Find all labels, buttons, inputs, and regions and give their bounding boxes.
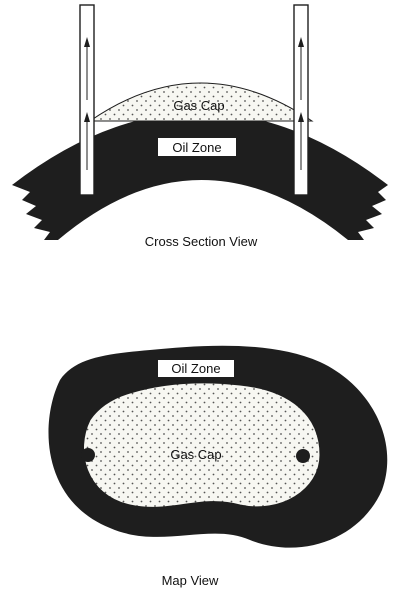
map-left-well (81, 448, 95, 462)
cross-section-view: Oil Zone Gas Cap Cross Section View (12, 4, 388, 249)
oil-zone-label-box (158, 138, 236, 156)
map-oil-zone-label: Oil Zone (171, 361, 220, 376)
cross-section-oil-zone-label: Oil Zone (172, 140, 221, 155)
map-view: Oil Zone Gas Cap Map View (48, 345, 388, 588)
right-well (293, 4, 309, 196)
map-right-well (296, 449, 310, 463)
map-gas-cap (83, 382, 321, 508)
up-arrow-icon (84, 112, 90, 122)
up-arrow-icon (84, 37, 90, 47)
left-well (79, 4, 95, 196)
map-gas-cap-label: Gas Cap (170, 447, 221, 462)
oil-zone-band (12, 112, 388, 240)
up-arrow-icon (298, 112, 304, 122)
cross-section-caption: Cross Section View (145, 234, 258, 249)
cross-section-gas-cap-label: Gas Cap (173, 98, 224, 113)
map-caption: Map View (162, 573, 219, 588)
map-oil-zone-label-box (158, 360, 234, 377)
up-arrow-icon (298, 37, 304, 47)
